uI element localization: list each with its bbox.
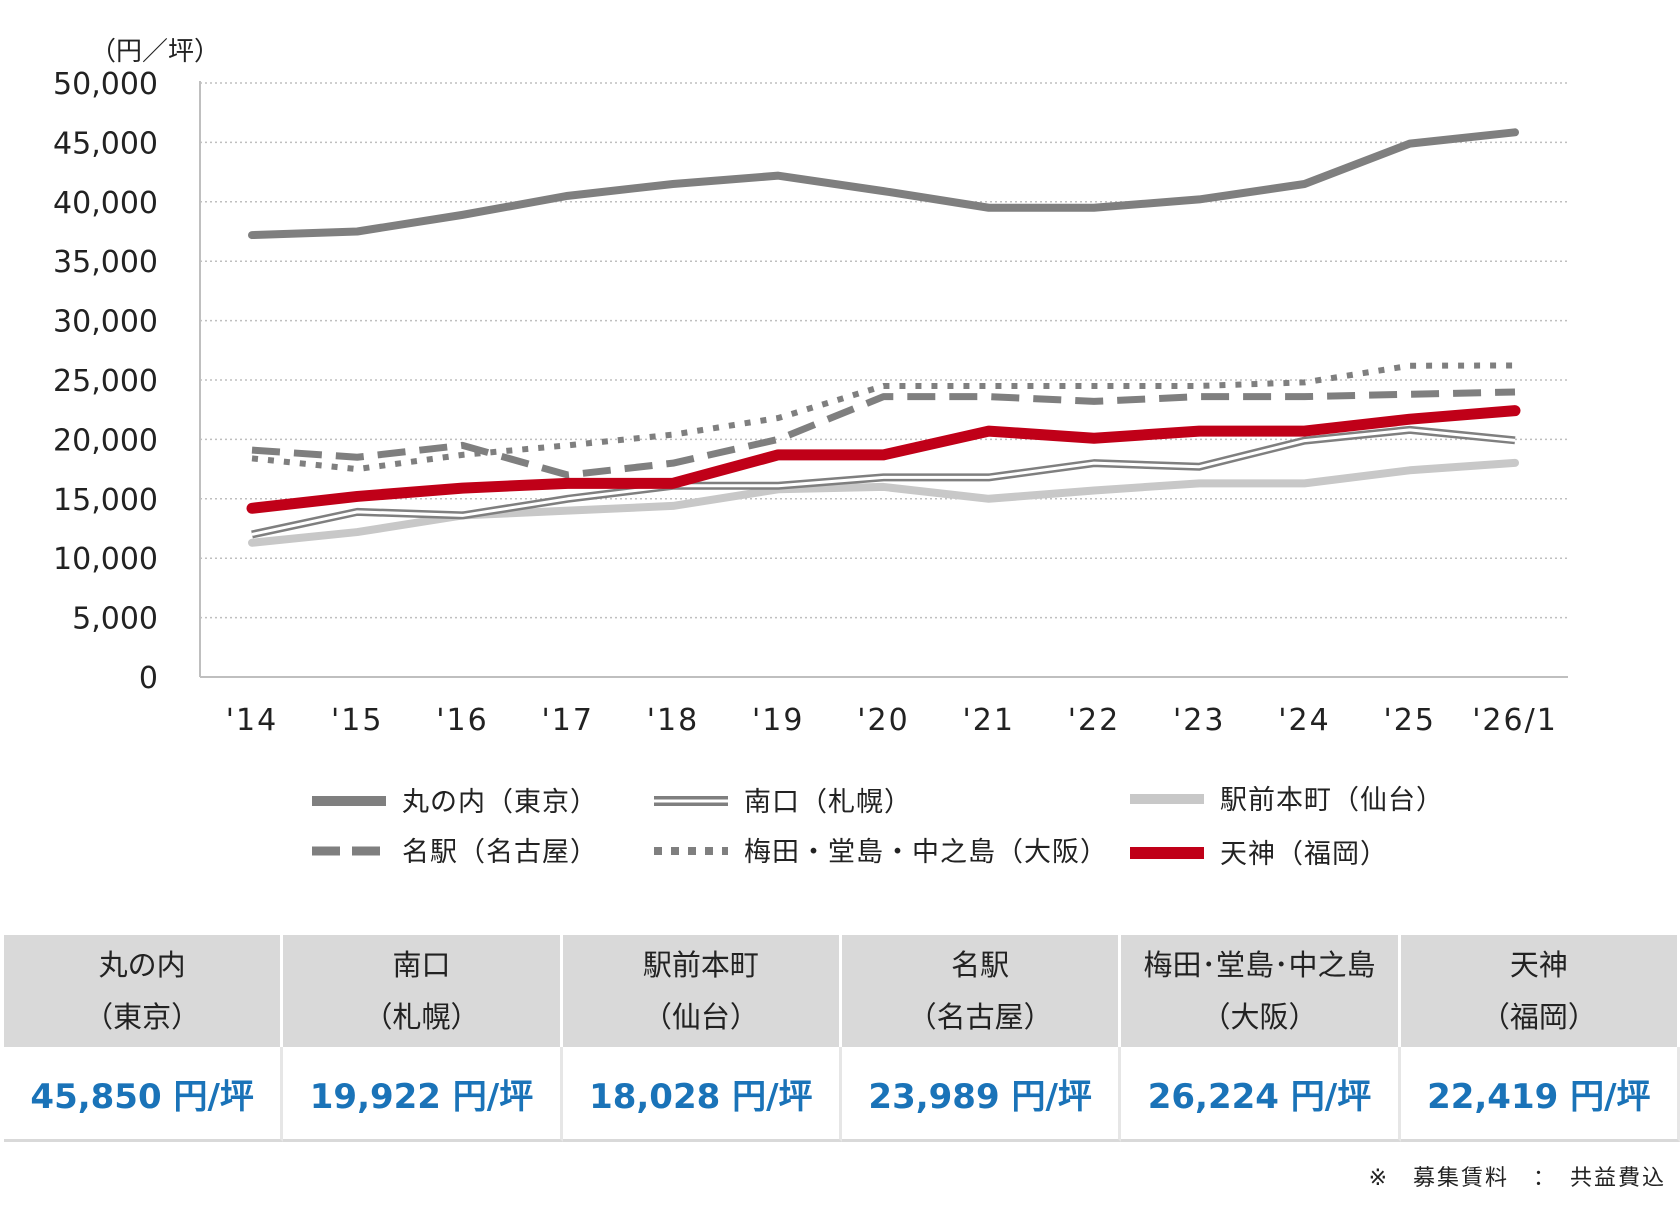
table-header-cell: 南口 （札幌） xyxy=(283,935,563,1047)
y-tick-label: 5,000 xyxy=(72,602,158,637)
table-header-cell: 丸の内 （東京） xyxy=(4,935,284,1047)
x-tick-label: '18 xyxy=(647,703,699,738)
series-polyline xyxy=(248,128,1519,240)
series-polyline xyxy=(246,405,1521,514)
legend-item: 梅田・堂島・中之島（大阪） xyxy=(652,830,1108,869)
legend-label: 天神（福岡） xyxy=(1220,839,1388,870)
y-tick-label: 30,000 xyxy=(53,305,158,340)
series-polyline-inner xyxy=(251,428,1516,536)
x-tick-label: '26/1 xyxy=(1472,703,1558,738)
line-chart: （円／坪） 0 5,000 10,000 15,000 20,000 25,000 30,0… xyxy=(53,37,1568,738)
legend-label: 梅田・堂島・中之島（大阪） xyxy=(744,837,1108,868)
series-line xyxy=(251,425,1516,539)
axes xyxy=(199,81,1568,678)
legend-swatch xyxy=(654,795,728,806)
series-polyline xyxy=(251,362,1516,473)
legend-item: 名駅（名古屋） xyxy=(310,830,598,869)
y-tick-label: 50,000 xyxy=(53,67,158,102)
x-tick-label: '17 xyxy=(542,703,594,738)
table-header-cell: 梅田･堂島･中之島 （大阪） xyxy=(1121,935,1401,1047)
x-tick-label: '14 xyxy=(226,703,278,738)
y-tick-label: 25,000 xyxy=(53,364,158,399)
legend-item: 駅前本町（仙台） xyxy=(1128,778,1444,817)
table-value-cell: 23,989 円/坪 xyxy=(841,1047,1122,1142)
y-tick-label: 40,000 xyxy=(53,186,158,221)
table-value-cell: 45,850 円/坪 xyxy=(4,1047,284,1142)
x-tick-label: '25 xyxy=(1384,703,1436,738)
x-tick-label: '21 xyxy=(963,703,1015,738)
table-header-cell: 名駅 （名古屋） xyxy=(841,935,1122,1047)
series-line xyxy=(251,362,1516,473)
y-tick-label: 35,000 xyxy=(53,245,158,280)
table-header-cell: 天神 （福岡） xyxy=(1400,935,1680,1047)
series-line xyxy=(248,128,1519,240)
x-axis-ticks: '14 '15 '16 '17 '18 '19 '20 '21 '22 '23 '24 '25 '26/… xyxy=(226,703,1558,738)
table-value-row: 45,850 円/坪 19,922 円/坪 18,028 円/坪 23,989 … xyxy=(4,1047,1680,1142)
legend-swatch xyxy=(312,846,386,855)
y-tick-label: 20,000 xyxy=(53,423,158,458)
x-tick-label: '23 xyxy=(1173,703,1225,738)
series-line xyxy=(251,388,1516,479)
legend-swatch xyxy=(1130,793,1204,804)
y-tick-label: 10,000 xyxy=(53,542,158,577)
table-header-cell: 駅前本町 （仙台） xyxy=(562,935,842,1047)
series-lines xyxy=(246,128,1521,547)
legend-item: 南口（札幌） xyxy=(652,780,912,819)
y-tick-label: 45,000 xyxy=(53,126,158,161)
legend-label: 丸の内（東京） xyxy=(402,787,598,818)
table-header-row: 丸の内 （東京） 南口 （札幌） 駅前本町 （仙台） 名駅 （名古屋） 梅田･堂島･中之… xyxy=(4,935,1680,1047)
y-tick-label: 0 xyxy=(139,661,158,696)
table-value-cell: 19,922 円/坪 xyxy=(283,1047,563,1142)
legend-label: 駅前本町（仙台） xyxy=(1220,785,1444,816)
table-value-cell: 18,028 円/坪 xyxy=(562,1047,842,1142)
x-tick-label: '20 xyxy=(857,703,909,738)
legend-item: 天神（福岡） xyxy=(1128,832,1388,871)
series-line xyxy=(246,405,1521,514)
y-axis-ticks: 0 5,000 10,000 15,000 20,000 25,000 30,000 35,0… xyxy=(53,67,158,696)
y-tick-label: 15,000 xyxy=(53,483,158,518)
y-axis-unit-label: （円／坪） xyxy=(90,37,220,67)
table-value-cell: 22,419 円/坪 xyxy=(1400,1047,1680,1142)
legend-item: 丸の内（東京） xyxy=(310,780,598,819)
summary-table: 丸の内 （東京） 南口 （札幌） 駅前本町 （仙台） 名駅 （名古屋） 梅田･堂島･中之… xyxy=(4,935,1680,1142)
x-tick-label: '19 xyxy=(752,703,804,738)
series-polyline xyxy=(251,388,1516,479)
x-tick-label: '16 xyxy=(436,703,488,738)
footnote: ※ 募集賃料 ： 共益費込 xyxy=(1368,1166,1666,1191)
table-value-cell: 26,224 円/坪 xyxy=(1121,1047,1401,1142)
x-tick-label: '24 xyxy=(1278,703,1330,738)
legend-swatch xyxy=(312,795,386,806)
legend-label: 名駅（名古屋） xyxy=(402,837,598,868)
legend-swatch xyxy=(1130,846,1204,859)
legend-swatch xyxy=(654,846,728,855)
legend-label: 南口（札幌） xyxy=(744,787,912,818)
x-tick-label: '15 xyxy=(331,703,383,738)
x-tick-label: '22 xyxy=(1068,703,1120,738)
